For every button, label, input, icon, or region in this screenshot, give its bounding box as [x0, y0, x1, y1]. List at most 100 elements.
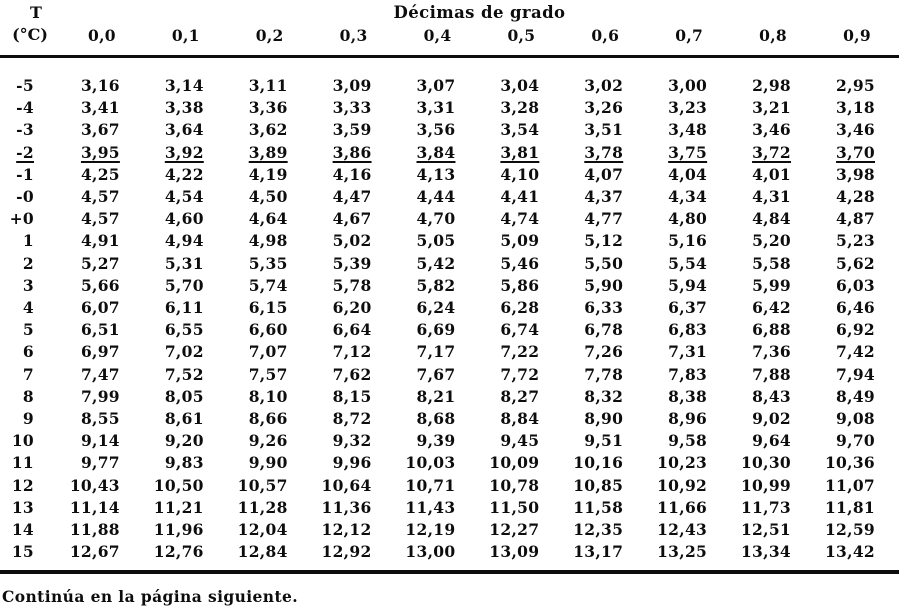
value-cell: 4,54: [164, 187, 204, 207]
value-cell: 5,58: [752, 253, 792, 273]
temperature-label: -5: [16, 76, 34, 95]
value-cell: 4,74: [500, 209, 540, 229]
value-cell: 5,16: [668, 231, 708, 251]
decimal-header: 0,9: [843, 26, 871, 45]
value-cell: 3,46: [836, 120, 875, 140]
value-cell: 12,43: [657, 520, 708, 540]
value-cell: 6,97: [80, 342, 120, 362]
value-cell: 4,13: [416, 164, 456, 184]
temperature-label: 5: [22, 320, 34, 340]
temperature-label: +0: [9, 209, 34, 229]
value-cell: 4,94: [164, 231, 204, 251]
value-cell: 7,02: [164, 342, 204, 362]
value-cell: 7,83: [668, 364, 708, 384]
value-cell: 5,39: [332, 253, 372, 273]
value-cell: 4,41: [500, 187, 540, 207]
value-cell: 8,27: [500, 386, 540, 406]
value-cell: 7,22: [500, 342, 540, 362]
table-row: -0 4,57 4,54 4,50 4,47 4,44 4,41 4,37 4,34 4,31 4,…: [0, 186, 899, 208]
value-cell: 6,74: [500, 320, 540, 340]
value-cell: 7,57: [248, 364, 288, 384]
value-cell: 5,23: [836, 231, 875, 251]
value-cell: 3,38: [164, 98, 204, 118]
value-cell: 3,21: [752, 98, 792, 118]
value-cell: 3,51: [584, 120, 624, 140]
value-cell: 4,98: [248, 231, 288, 251]
value-cell: 4,04: [668, 164, 708, 184]
temperature-label: 1: [22, 231, 34, 251]
value-cell: 4,70: [416, 209, 456, 229]
value-cell: 6,83: [668, 320, 708, 340]
value-cell: 6,24: [416, 298, 456, 318]
value-cell: 10,09: [489, 453, 540, 473]
value-cell: 8,38: [668, 386, 708, 406]
value-cell: 11,28: [237, 497, 288, 517]
value-cell: 8,72: [332, 409, 372, 429]
value-cell: 6,69: [416, 320, 456, 340]
value-cell: 9,02: [752, 409, 792, 429]
value-cell: 3,59: [332, 120, 372, 140]
value-cell: 8,55: [80, 409, 120, 429]
table-row: 9 8,55 8,61 8,66 8,72 8,68 8,84 8,90 8,96 9,02 9,0…: [0, 408, 899, 430]
value-cell: 11,43: [405, 497, 456, 517]
temperature-label: 7: [22, 364, 34, 384]
value-cell: 3,98: [836, 164, 875, 184]
value-cell: 6,33: [584, 298, 624, 318]
value-cell: 8,10: [248, 386, 288, 406]
temperature-column-header: T (°C): [0, 0, 60, 57]
table-row: 12 10,43 10,50 10,57 10,64 10,71 10,78 10,85 10,…: [0, 475, 899, 497]
value-cell: 7,67: [416, 364, 456, 384]
table-body: -5 3,16 3,14 3,11 3,09 3,07 3,04 3,02 3,00 2,98 2,…: [0, 57, 899, 573]
value-cell: 11,96: [153, 520, 204, 540]
value-cell: 3,11: [248, 76, 288, 95]
value-cell: 10,03: [405, 453, 456, 473]
decimal-header: 0,4: [423, 26, 452, 45]
temperature-label: 9: [22, 409, 34, 429]
value-cell: 3,89: [248, 142, 288, 162]
value-cell: 4,50: [248, 187, 288, 207]
value-cell: 4,31: [752, 187, 792, 207]
decimal-header: 0,8: [759, 26, 787, 45]
value-cell: 11,50: [489, 497, 540, 517]
value-cell: 6,60: [248, 320, 288, 340]
decimal-header: 0,1: [171, 26, 200, 45]
decimal-header: 0,7: [675, 26, 704, 45]
value-cell: 9,45: [500, 431, 540, 451]
value-cell: 4,01: [752, 164, 792, 184]
value-cell: 3,75: [668, 142, 708, 162]
temperature-label: -3: [16, 120, 34, 140]
value-cell: 5,05: [416, 231, 456, 251]
value-cell: 6,28: [500, 298, 540, 318]
value-cell: 3,86: [332, 142, 372, 162]
value-cell: 11,58: [573, 497, 624, 517]
value-cell: 6,88: [752, 320, 792, 340]
value-cell: 6,11: [164, 298, 204, 318]
value-cell: 7,12: [332, 342, 372, 362]
value-cell: 3,70: [836, 142, 875, 162]
value-cell: 3,26: [584, 98, 624, 118]
value-cell: 5,99: [752, 275, 792, 295]
temperature-label: 10: [11, 431, 34, 451]
value-cell: 6,15: [248, 298, 288, 318]
value-cell: 6,42: [752, 298, 792, 318]
table-row: 2 5,27 5,31 5,35 5,39 5,42 5,46 5,50 5,54 5,58 5,6…: [0, 253, 899, 275]
value-cell: 5,86: [500, 275, 540, 295]
value-cell: 9,70: [836, 431, 875, 451]
value-cell: 4,47: [332, 187, 372, 207]
value-cell: 9,14: [80, 431, 120, 451]
value-cell: 3,41: [80, 98, 120, 118]
value-cell: 6,55: [164, 320, 204, 340]
value-cell: 7,42: [836, 342, 875, 362]
value-cell: 4,57: [80, 209, 120, 229]
value-cell: 13,42: [824, 542, 875, 562]
value-cell: 9,32: [332, 431, 372, 451]
value-cell: 3,56: [416, 120, 456, 140]
value-cell: 12,35: [573, 520, 624, 540]
value-cell: 9,96: [332, 453, 372, 473]
value-cell: 11,66: [657, 497, 708, 517]
value-cell: 12,27: [489, 520, 540, 540]
value-cell: 7,99: [80, 386, 120, 406]
continuation-note: Continúa en la página siguiente.: [2, 587, 299, 607]
value-cell: 13,00: [405, 542, 456, 562]
value-cell: 12,67: [69, 542, 120, 562]
